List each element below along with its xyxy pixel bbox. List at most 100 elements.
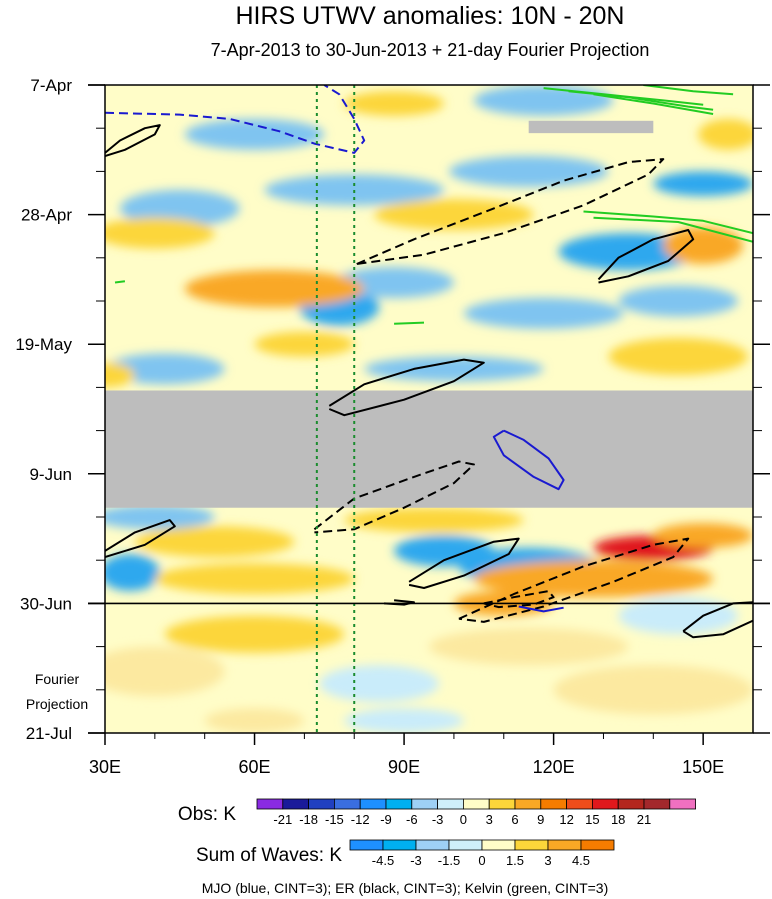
waves-colorbar: -4.5 -3 -1.5 0 1.5 3 4.5 Sum of Waves: K bbox=[196, 839, 615, 868]
colorbar-box bbox=[643, 798, 671, 810]
contour-legend-note: MJO (blue, CINT=3); ER (black, CINT=3); … bbox=[202, 880, 609, 896]
colorbar-tick-label: -4.5 bbox=[372, 853, 394, 868]
chart-subtitle: 7-Apr-2013 to 30-Jun-2013 + 21-day Fouri… bbox=[210, 40, 650, 60]
colorbar-tick-label: 3 bbox=[544, 853, 551, 868]
er-contour bbox=[105, 519, 176, 559]
colorbar-tick-label: 3 bbox=[486, 812, 493, 827]
er-contour bbox=[105, 124, 161, 157]
colorbar-box bbox=[359, 798, 387, 810]
anomaly-blob bbox=[204, 708, 305, 733]
anomaly-blob bbox=[105, 554, 160, 592]
missing-data-band bbox=[105, 390, 753, 508]
colorbar-box bbox=[385, 798, 413, 810]
colorbar-tick-label: -21 bbox=[273, 812, 292, 827]
colorbar-box bbox=[411, 798, 438, 810]
mjo-contour bbox=[492, 429, 565, 491]
anomaly-blob bbox=[105, 217, 215, 249]
projection-label: Fourier bbox=[35, 671, 80, 687]
anomaly-blob bbox=[553, 665, 753, 715]
colorbar-tick-label: 4.5 bbox=[572, 853, 590, 868]
colorbar-box bbox=[566, 798, 593, 810]
colorbar-tick-label: 18 bbox=[611, 812, 625, 827]
kelvin-contour bbox=[643, 85, 734, 96]
er-contour bbox=[483, 590, 555, 609]
kelvin-contour bbox=[593, 93, 714, 115]
colorbar-box bbox=[592, 798, 619, 810]
mjo-contour bbox=[105, 85, 366, 154]
y-tick-label: 21-Jul bbox=[26, 724, 72, 743]
anomaly-blob bbox=[473, 85, 614, 116]
colorbars: -21 -18 -15 -12 -9 -6 -3 0 3 6 9 12 15 18 21 Obs: K -4.5… bbox=[178, 798, 696, 868]
colorbar-label: Sum of Waves: K bbox=[196, 845, 342, 866]
colorbar-box bbox=[669, 798, 696, 810]
x-tick-label: 90E bbox=[388, 757, 420, 777]
x-tick-label: 150E bbox=[682, 757, 724, 777]
plot-area bbox=[88, 85, 770, 733]
anomaly-blob bbox=[374, 199, 534, 231]
colorbar-tick-label: 21 bbox=[637, 812, 651, 827]
obs-colorbar: -21 -18 -15 -12 -9 -6 -3 0 3 6 9 12 15 18 21 Obs: K bbox=[178, 798, 696, 827]
colorbar-tick-label: -3 bbox=[432, 812, 444, 827]
anomaly-blob bbox=[429, 628, 629, 666]
anomaly-blob bbox=[105, 362, 135, 388]
anomaly-blob bbox=[105, 504, 215, 530]
colorbar-tick-label: -3 bbox=[410, 853, 422, 868]
er-contour bbox=[682, 619, 753, 639]
x-tick-label: 60E bbox=[239, 757, 271, 777]
anomaly-blob bbox=[653, 523, 753, 548]
anomaly-blob bbox=[463, 297, 624, 329]
colorbar-box bbox=[617, 798, 645, 810]
anomaly-blob bbox=[344, 507, 524, 533]
colorbar-tick-label: 1.5 bbox=[506, 853, 524, 868]
anomaly-blob bbox=[105, 646, 225, 696]
colorbar-tick-label: -12 bbox=[351, 812, 370, 827]
anomaly-blob bbox=[134, 526, 295, 558]
colorbar-box bbox=[382, 839, 417, 851]
kelvin-contour bbox=[114, 280, 126, 284]
y-tick-label: 28-Apr bbox=[21, 206, 72, 225]
colorbar-box bbox=[349, 839, 384, 851]
colorbar-tick-label: 0 bbox=[460, 812, 467, 827]
colorbar-box bbox=[488, 798, 516, 810]
anomaly-blob bbox=[105, 353, 225, 385]
colorbar-box bbox=[282, 798, 309, 810]
er-contour bbox=[597, 229, 695, 284]
colorbar-tick-label: -15 bbox=[325, 812, 344, 827]
anomaly-blob bbox=[448, 155, 609, 187]
colorbar-label: Obs: K bbox=[178, 804, 236, 825]
anomaly-blob bbox=[663, 226, 744, 264]
missing-data-strip bbox=[528, 120, 654, 134]
y-tick-label: 19-May bbox=[15, 335, 72, 354]
colorbar-tick-label: 15 bbox=[585, 812, 599, 827]
anomaly-blob bbox=[319, 665, 439, 703]
colorbar-box bbox=[514, 798, 542, 810]
kelvin-contour bbox=[583, 210, 753, 235]
colorbar-box bbox=[547, 839, 582, 851]
y-tick-label: 7-Apr bbox=[30, 76, 72, 95]
anomaly-blob bbox=[164, 615, 345, 653]
anomaly-blob bbox=[364, 356, 544, 382]
anomaly-blob bbox=[264, 174, 444, 206]
colorbar-tick-label: -18 bbox=[299, 812, 318, 827]
colorbar-tick-label: -6 bbox=[406, 812, 418, 827]
anomaly-blob bbox=[618, 597, 739, 635]
anomaly-blob bbox=[344, 708, 464, 733]
er-contour bbox=[313, 460, 475, 534]
colorbar-tick-label: 0 bbox=[478, 853, 485, 868]
anomaly-blob bbox=[254, 331, 355, 357]
colorbar-tick-label: -1.5 bbox=[438, 853, 460, 868]
y-tick-label: 30-Jun bbox=[20, 594, 72, 613]
colorbar-box bbox=[514, 839, 549, 851]
anomaly-blob bbox=[184, 270, 365, 308]
colorbar-box bbox=[540, 798, 567, 810]
colorbar-box bbox=[308, 798, 335, 810]
anomaly-blob bbox=[698, 118, 753, 150]
colorbar-box bbox=[481, 839, 516, 851]
kelvin-contour bbox=[394, 321, 425, 325]
kelvin-contour bbox=[593, 216, 753, 243]
er-contour bbox=[328, 358, 485, 417]
colorbar-box bbox=[256, 798, 284, 810]
er-contour bbox=[408, 537, 520, 589]
axes: 7-Apr 28-Apr 19-May 9-Jun 30-Jun 21-Jul 30E 60E… bbox=[15, 76, 770, 777]
